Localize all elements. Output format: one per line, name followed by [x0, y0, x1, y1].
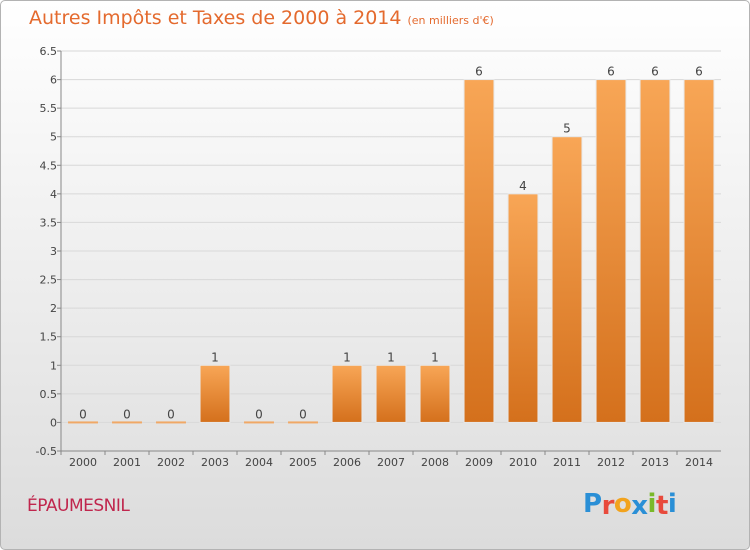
- bar-2009: [463, 79, 495, 423]
- data-label-2003: 1: [211, 350, 219, 364]
- data-label-2011: 5: [563, 122, 571, 136]
- axes: -0.5 0 0.5 1 1.5 2 2.5 3 3.5 4 4.5 5 5.5 6 6.5 2000 2001…: [36, 45, 721, 469]
- x-tick-label: 2006: [333, 456, 361, 469]
- x-tick-label: 2012: [597, 456, 625, 469]
- proxiti-logo[interactable]: Proxiti: [583, 489, 677, 521]
- bar-2007: [375, 364, 407, 423]
- x-tick-label: 2002: [157, 456, 185, 469]
- data-label-2008: 1: [431, 350, 439, 364]
- y-tick-label: 4: [50, 188, 57, 201]
- y-tick-label: 4.5: [40, 159, 58, 172]
- y-tick-label: 5: [50, 131, 57, 144]
- y-tick-label: 5.5: [40, 102, 58, 115]
- data-label-2009: 6: [475, 65, 483, 79]
- chart-subtitle: (en milliers d'€): [407, 14, 494, 27]
- bar-2002: [156, 421, 186, 424]
- data-label-2006: 1: [343, 350, 351, 364]
- data-labels: 0 0 0 1 0 0 1 1 1 6 4 5 6 6 6: [79, 65, 703, 422]
- logo-letter: r: [601, 491, 615, 521]
- bar-2014: [683, 79, 715, 423]
- bar-2010: [507, 193, 539, 423]
- data-label-2005: 0: [299, 407, 307, 421]
- bar-2006: [331, 364, 363, 423]
- logo-letter: o: [613, 489, 632, 519]
- x-tick-label: 2000: [69, 456, 97, 469]
- bar-2013: [639, 79, 671, 423]
- x-tick-label: 2013: [641, 456, 669, 469]
- data-label-2004: 0: [255, 407, 263, 421]
- logo-letter: P: [583, 489, 602, 519]
- y-tick-label: -0.5: [36, 445, 57, 458]
- bar-2008: [419, 364, 451, 423]
- logo-letter: i: [647, 489, 657, 519]
- x-tick-label: 2005: [289, 456, 317, 469]
- y-tick-label: 2: [50, 302, 57, 315]
- x-tick-label: 2009: [465, 456, 493, 469]
- logo-letter: x: [631, 491, 648, 521]
- data-label-2012: 6: [607, 65, 615, 79]
- chart-title-text: Autres Impôts et Taxes de 2000 à 2014: [29, 7, 402, 29]
- data-label-2001: 0: [123, 407, 131, 421]
- town-name: ÉPAUMESNIL: [27, 496, 130, 516]
- bars: [68, 79, 715, 424]
- data-label-2014: 6: [695, 65, 703, 79]
- x-tick-label: 2011: [553, 456, 581, 469]
- bar-2004: [244, 421, 274, 424]
- data-label-2000: 0: [79, 407, 87, 421]
- x-tick-label: 2010: [509, 456, 537, 469]
- y-tick-label: 2.5: [40, 274, 58, 287]
- y-tick-label: 0.5: [40, 388, 58, 401]
- bar-2001: [112, 421, 142, 424]
- y-tick-label: 1.5: [40, 331, 58, 344]
- y-tick-label: 6: [50, 74, 57, 87]
- y-tick-label: 0: [50, 416, 57, 429]
- data-label-2010: 4: [519, 179, 527, 193]
- bar-2000: [68, 421, 98, 424]
- data-label-2002: 0: [167, 407, 175, 421]
- bar-2005: [288, 421, 318, 424]
- y-tick-label: 3: [50, 245, 57, 258]
- x-tick-label: 2007: [377, 456, 405, 469]
- bar-2011: [551, 136, 583, 423]
- x-tick-label: 2001: [113, 456, 141, 469]
- data-label-2013: 6: [651, 65, 659, 79]
- bar-2012: [595, 79, 627, 423]
- x-tick-label: 2008: [421, 456, 449, 469]
- bar-2003: [199, 364, 231, 423]
- x-tick-label: 2004: [245, 456, 273, 469]
- y-tick-label: 3.5: [40, 216, 58, 229]
- x-tick-label: 2014: [685, 456, 713, 469]
- data-label-2007: 1: [387, 350, 395, 364]
- x-tick-label: 2003: [201, 456, 229, 469]
- logo-letter: t: [655, 491, 668, 521]
- y-tick-label: 6.5: [40, 45, 58, 58]
- chart-title: Autres Impôts et Taxes de 2000 à 2014 (en…: [29, 7, 494, 29]
- y-tick-label: 1: [50, 359, 57, 372]
- logo-letter: i: [667, 489, 677, 519]
